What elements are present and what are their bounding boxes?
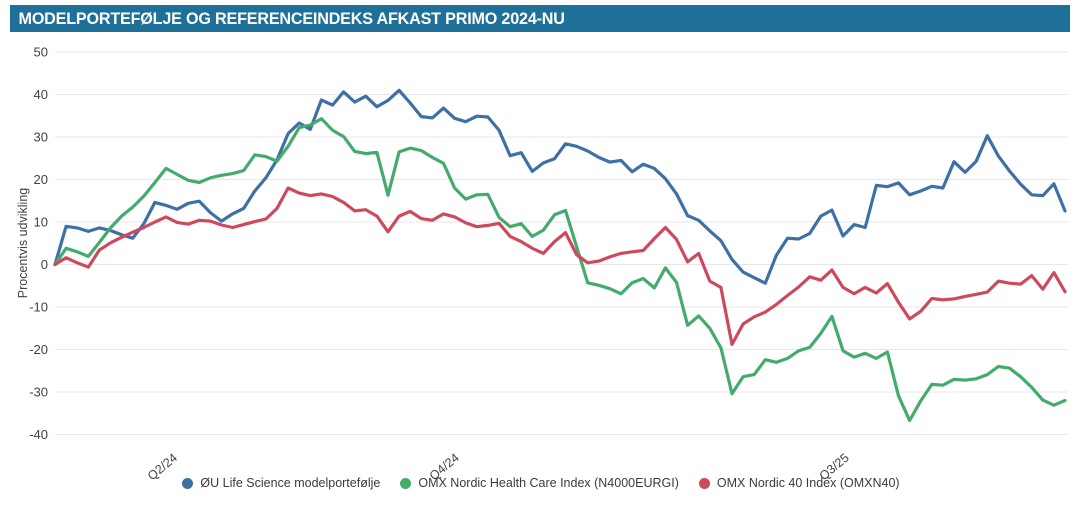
- legend-label: OMX Nordic 40 Index (OMXN40): [716, 476, 900, 490]
- title-bar: MODELPORTEFØLJE OG REFERENCEINDEKS AFKAS…: [10, 5, 1070, 32]
- chart-legend: ØU Life Science modelportefølje OMX Nord…: [0, 472, 1082, 494]
- legend-label: OMX Nordic Health Care Index (N4000EURGI…: [418, 476, 679, 490]
- y-tick-label: -20: [29, 342, 48, 357]
- legend-label: ØU Life Science modelportefølje: [200, 476, 381, 490]
- series-line-2: [53, 186, 1067, 346]
- series-line-0: [53, 88, 1067, 285]
- y-tick-label: -40: [29, 427, 48, 442]
- legend-dot-blue-icon: [182, 477, 194, 489]
- y-tick-label: 50: [34, 45, 48, 60]
- legend-item-omxn40-index[interactable]: OMX Nordic 40 Index (OMXN40): [698, 476, 900, 490]
- legend-dot-green-icon: [400, 477, 412, 489]
- y-tick-label: 40: [34, 87, 48, 102]
- series-line-1: [53, 117, 1067, 423]
- y-tick-label: -30: [29, 385, 48, 400]
- y-tick-label: 10: [34, 215, 48, 230]
- y-axis-title: Procentvis udvikling: [16, 188, 30, 299]
- y-tick-label: 30: [34, 130, 48, 145]
- chart-title: MODELPORTEFØLJE OG REFERENCEINDEKS AFKAS…: [18, 8, 565, 28]
- legend-dot-red-icon: [698, 477, 710, 489]
- legend-item-health-care-index[interactable]: OMX Nordic Health Care Index (N4000EURGI…: [400, 476, 679, 490]
- legend-item-modelportefolje[interactable]: ØU Life Science modelportefølje: [182, 476, 380, 490]
- y-tick-label: 0: [41, 257, 48, 272]
- y-tick-label: 20: [34, 172, 48, 187]
- y-tick-label: -10: [29, 300, 48, 315]
